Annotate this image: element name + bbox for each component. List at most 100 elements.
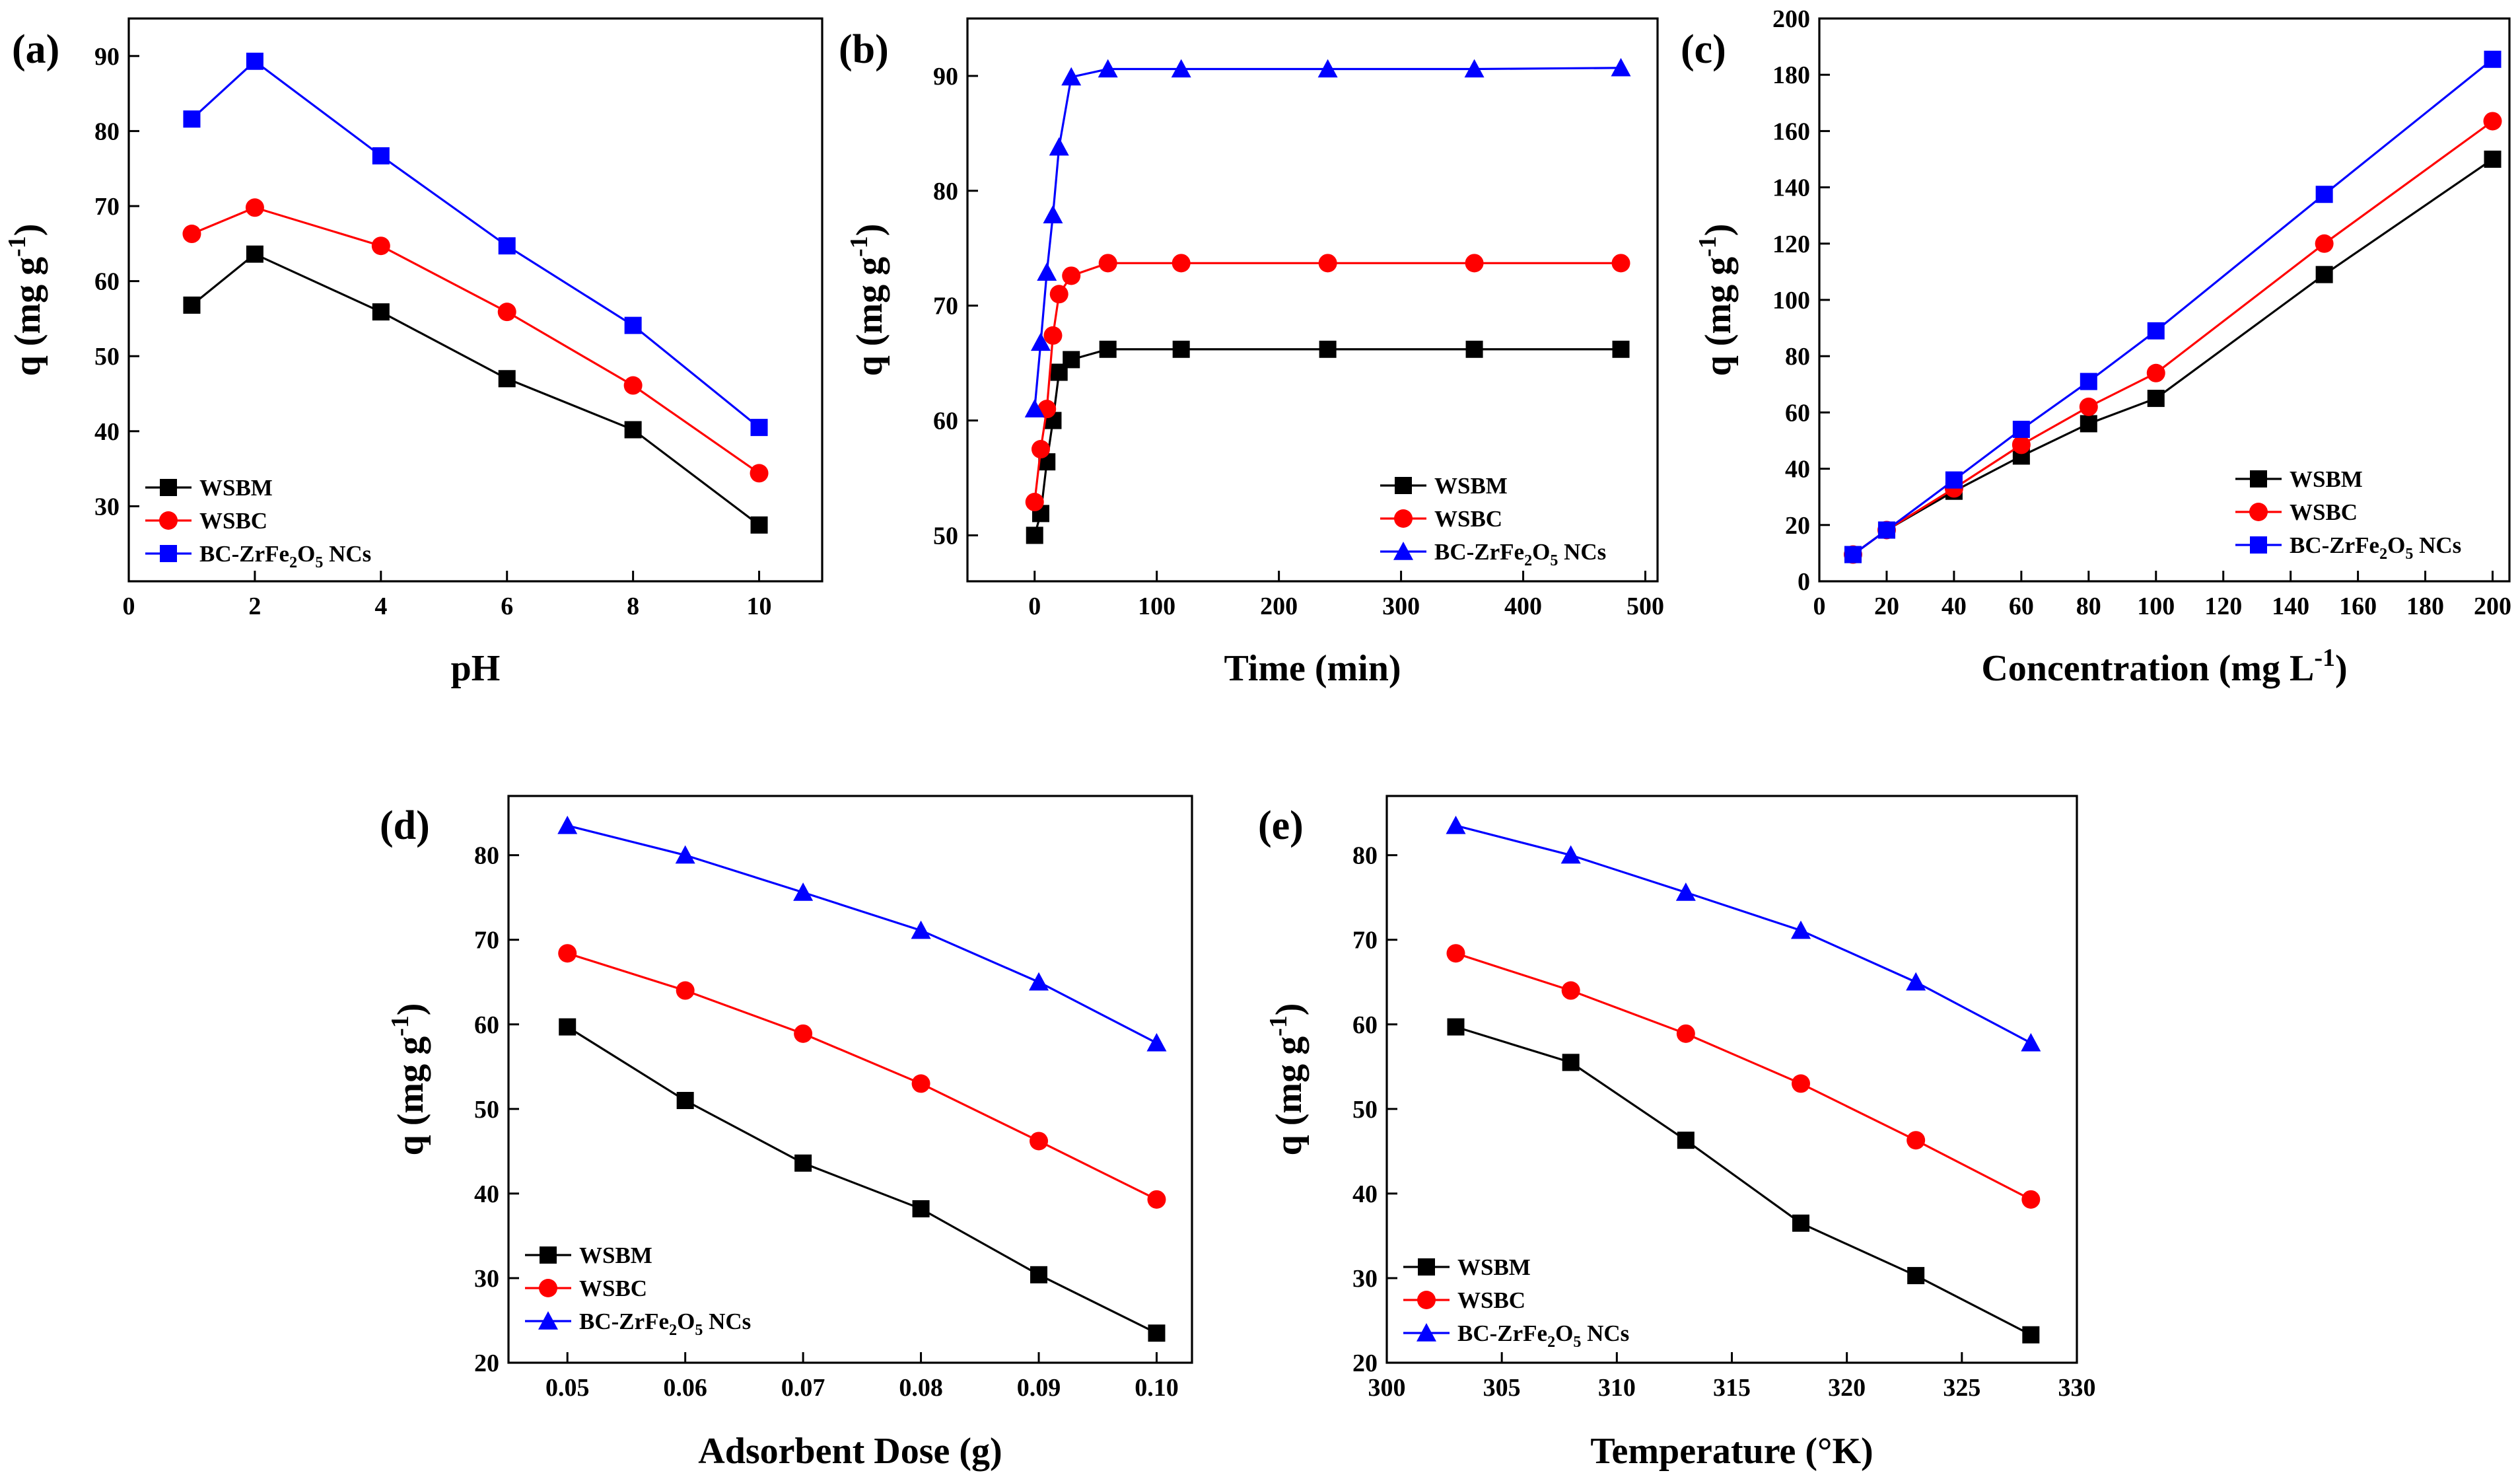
data-point bbox=[1171, 59, 1191, 78]
data-point bbox=[1792, 1074, 1810, 1093]
x-tick-label: 315 bbox=[1713, 1374, 1751, 1402]
data-point bbox=[750, 516, 768, 534]
y-tick-label: 60 bbox=[1352, 1011, 1378, 1039]
legend-marker bbox=[1394, 509, 1413, 528]
data-point bbox=[1146, 1032, 1167, 1052]
data-point bbox=[1792, 1214, 1809, 1232]
x-axis-title: Concentration (mg L-1) bbox=[1981, 644, 2347, 689]
data-point bbox=[1446, 815, 1466, 834]
legend-marker bbox=[160, 545, 177, 562]
data-point bbox=[2147, 390, 2165, 408]
y-tick-label: 30 bbox=[1352, 1265, 1378, 1293]
data-point bbox=[2483, 112, 2502, 131]
chart-panel-e: 300 305 310 315 320 325 330 20 30 40 50 60 70 80 WSBM W… bbox=[1258, 795, 2096, 1472]
legend-label: WSBC bbox=[579, 1276, 647, 1301]
legend-marker bbox=[160, 479, 177, 496]
data-point bbox=[911, 1074, 930, 1093]
data-point bbox=[1026, 526, 1043, 544]
x-tick-label: 100 bbox=[1138, 593, 1175, 620]
y-tick-label: 200 bbox=[1772, 5, 1810, 33]
y-tick-label: 90 bbox=[933, 63, 958, 90]
x-axis-title: Temperature (°K) bbox=[1590, 1431, 1873, 1472]
x-tick-label: 325 bbox=[1943, 1374, 1980, 1402]
x-tick-label: 20 bbox=[1874, 593, 1899, 620]
x-tick-label: 0.07 bbox=[781, 1374, 825, 1402]
data-point bbox=[911, 920, 931, 939]
y-axis-title: q (mg g-1) bbox=[1694, 224, 1739, 377]
data-point bbox=[1464, 59, 1485, 78]
data-point bbox=[1791, 920, 1811, 939]
series-line-wsbc bbox=[191, 206, 760, 474]
data-point bbox=[1030, 1132, 1049, 1151]
data-point bbox=[2484, 50, 2502, 68]
x-tick-label: 2 bbox=[248, 593, 261, 620]
data-point bbox=[2484, 151, 2502, 168]
legend-marker bbox=[2250, 536, 2267, 554]
data-point bbox=[1025, 493, 1044, 512]
panel-label: (d) bbox=[380, 803, 430, 848]
data-point bbox=[1043, 205, 1063, 224]
data-point bbox=[1063, 351, 1080, 369]
data-point bbox=[1319, 340, 1337, 358]
data-point bbox=[2012, 435, 2031, 454]
data-point bbox=[2315, 186, 2333, 203]
y-tick-label: 40 bbox=[94, 418, 120, 446]
x-tick-label: 200 bbox=[1260, 593, 1298, 620]
y-tick-label: 70 bbox=[94, 193, 120, 221]
data-point bbox=[183, 110, 201, 128]
data-point bbox=[1465, 340, 1483, 358]
y-tick-label: 20 bbox=[1352, 1350, 1378, 1377]
plot-frame bbox=[507, 795, 1193, 1364]
panel-label: (c) bbox=[1681, 27, 1726, 72]
data-point bbox=[793, 882, 814, 901]
legend-label: WSBC bbox=[2290, 499, 2358, 525]
data-point bbox=[1562, 1054, 1580, 1071]
legend-label: BC-ZrFe2O5 NCs bbox=[2290, 532, 2461, 563]
data-point bbox=[246, 52, 263, 70]
data-point bbox=[372, 303, 390, 321]
y-tick-label: 70 bbox=[933, 293, 958, 320]
x-tick-label: 500 bbox=[1627, 593, 1664, 620]
plot-frame bbox=[1818, 17, 2511, 583]
data-point bbox=[1907, 1131, 1926, 1150]
x-tick-label: 40 bbox=[1942, 593, 1967, 620]
y-tick-label: 50 bbox=[933, 522, 958, 550]
chart-panel-b: 0 100 200 300 400 500 50 60 70 80 90 WSBM WSBC BC-ZrF… bbox=[839, 17, 1664, 689]
legend-marker bbox=[1417, 1323, 1436, 1342]
legend-marker bbox=[159, 511, 178, 530]
data-point bbox=[1560, 845, 1581, 864]
panel-label: (e) bbox=[1258, 803, 1304, 848]
x-tick-label: 305 bbox=[1483, 1374, 1521, 1402]
data-point bbox=[2080, 415, 2097, 433]
series-line-wsbm bbox=[1033, 348, 1621, 536]
y-tick-label: 50 bbox=[1352, 1096, 1378, 1124]
series-line-wsbm bbox=[191, 252, 760, 526]
x-tick-label: 330 bbox=[2058, 1374, 2096, 1402]
data-point bbox=[750, 419, 768, 437]
series-line-wsbm bbox=[1455, 1026, 2032, 1336]
y-tick-label: 70 bbox=[474, 927, 499, 955]
y-tick-label: 80 bbox=[94, 118, 120, 145]
data-point bbox=[2080, 373, 2097, 390]
y-tick-label: 60 bbox=[474, 1011, 499, 1039]
y-tick-label: 50 bbox=[474, 1096, 499, 1124]
x-tick-label: 0 bbox=[1813, 593, 1826, 620]
data-point bbox=[1037, 262, 1057, 281]
y-tick-label: 50 bbox=[94, 343, 120, 371]
data-point bbox=[2147, 322, 2165, 340]
x-tick-label: 60 bbox=[2009, 593, 2034, 620]
legend-label: BC-ZrFe2O5 NCs bbox=[579, 1309, 751, 1339]
panel-label: (a) bbox=[12, 27, 59, 72]
legend-label: WSBC bbox=[199, 508, 267, 534]
data-point bbox=[372, 147, 390, 164]
x-tick-label: 180 bbox=[2406, 593, 2444, 620]
series-line-wsbc bbox=[1033, 262, 1621, 503]
data-point bbox=[794, 1024, 813, 1043]
legend-label: WSBC bbox=[1457, 1287, 1525, 1313]
data-point bbox=[1147, 1190, 1166, 1209]
legend-label: WSBM bbox=[1457, 1254, 1531, 1280]
y-tick-label: 90 bbox=[94, 43, 120, 71]
plot-frame bbox=[966, 17, 1659, 583]
series-line-wsbc bbox=[1455, 952, 2032, 1201]
x-tick-label: 10 bbox=[747, 593, 772, 620]
